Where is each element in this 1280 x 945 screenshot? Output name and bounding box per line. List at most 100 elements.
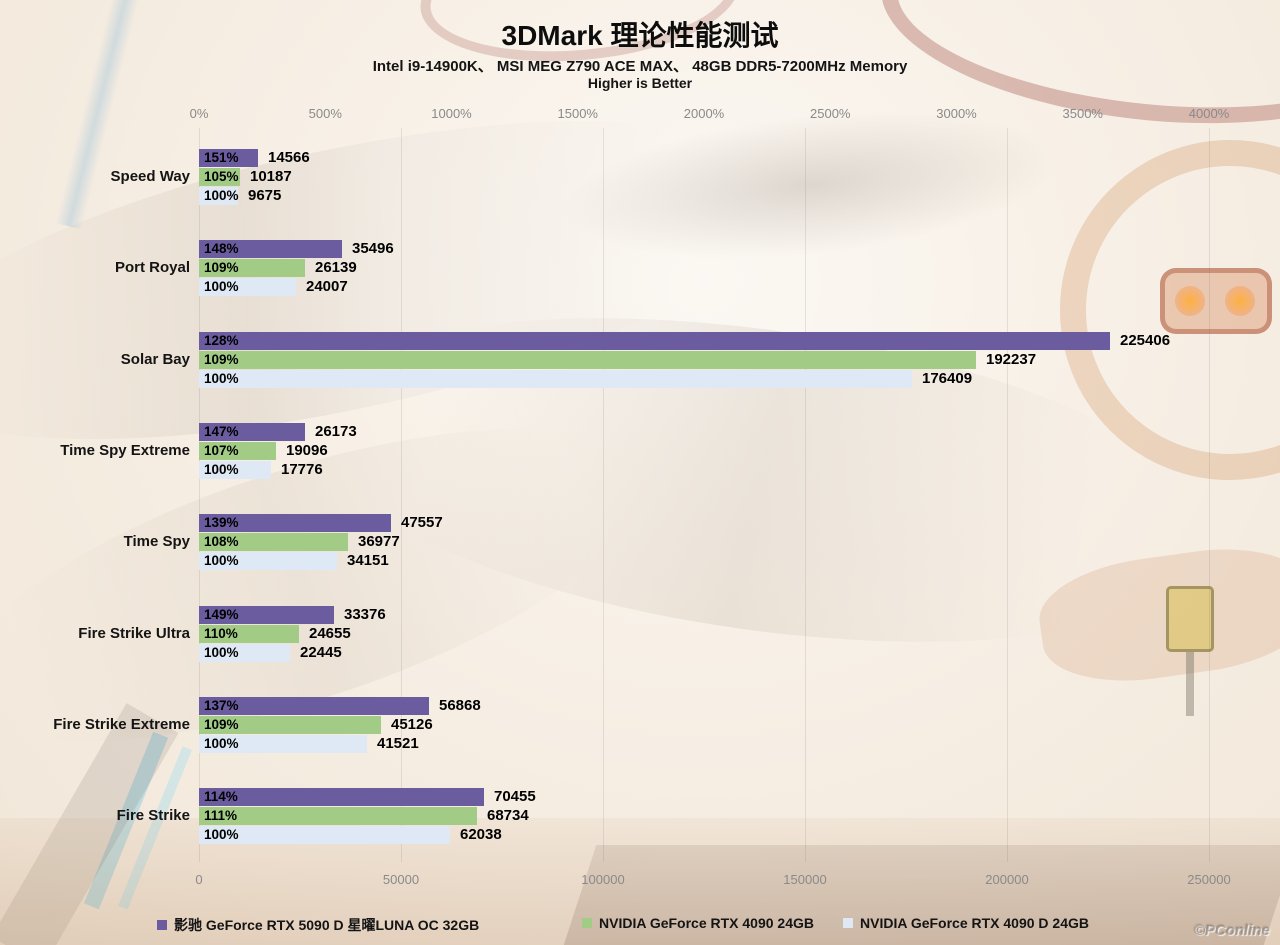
category-label: Port Royal [114,259,190,276]
percent-label: 100% [204,371,239,386]
percent-label: 139% [204,515,239,530]
legend-swatch [843,918,853,928]
percent-label: 107% [204,443,239,458]
axis-top-tick: 3000% [936,106,977,121]
percent-label: 148% [204,241,239,256]
bar-time-spy-s2: 100% [199,552,337,570]
percent-label: 100% [204,645,239,660]
bar-time-spy-extreme-s1: 107% [199,442,276,460]
value-label: 56868 [439,697,481,714]
value-label: 35496 [352,240,394,257]
axis-top-tick: 1000% [431,106,472,121]
gridline [603,128,604,862]
percent-label: 105% [204,169,239,184]
bar-solar-bay-s1: 109% [199,351,976,369]
axis-top-tick: 4000% [1188,106,1230,121]
bar-port-royal-s2: 100% [199,278,296,296]
value-label: 9675 [248,187,282,204]
percent-label: 100% [204,827,239,842]
axis-top-tick: 1500% [557,106,598,121]
value-label: 41521 [377,735,419,752]
bar-speed-way-s0: 151% [199,149,258,167]
category-label: Speed Way [110,168,190,185]
percent-label: 100% [204,736,239,751]
bar-port-royal-s1: 109% [199,259,305,277]
legend-entry: NVIDIA GeForce RTX 4090 24GB [582,915,814,931]
value-label: 34151 [347,552,389,569]
percent-label: 149% [204,607,239,622]
value-label: 62038 [460,826,502,843]
percent-label: 114% [204,789,238,804]
watermark: ©PConline [1193,922,1270,939]
bar-fire-strike-ultra-s1: 110% [199,625,299,643]
bar-time-spy-extreme-s0: 147% [199,423,305,441]
value-label: 22445 [300,644,342,661]
value-label: 17776 [281,461,323,478]
bar-fire-strike-s0: 114% [199,788,484,806]
bar-fire-strike-ultra-s0: 149% [199,606,334,624]
value-label: 24655 [309,625,351,642]
percent-label: 110% [204,626,238,641]
bar-fire-strike-extreme-s2: 100% [199,735,367,753]
value-label: 26139 [315,259,357,276]
percent-label: 111% [204,808,238,823]
axis-top-tick: 2000% [683,106,725,121]
bar-fire-strike-s1: 111% [199,807,477,825]
axis-bottom-tick: 0 [195,872,203,887]
percent-label: 109% [204,717,239,732]
axis-bottom-tick: 200000 [985,872,1029,887]
percent-label: 100% [204,279,239,294]
value-label: 176409 [922,370,973,387]
bar-port-royal-s0: 148% [199,240,342,258]
axis-bottom-tick: 150000 [783,872,827,887]
category-label: Solar Bay [120,351,190,368]
gridline [1007,128,1008,862]
value-label: 45126 [391,716,433,733]
legend-swatch [157,920,167,930]
percent-label: 137% [204,698,239,713]
percent-label: 109% [204,352,239,367]
percent-label: 109% [204,260,239,275]
legend-entry: NVIDIA GeForce RTX 4090 D 24GB [843,915,1089,931]
value-label: 24007 [306,278,348,295]
bar-fire-strike-s2: 100% [199,826,450,844]
percent-label: 100% [204,553,239,568]
chart-title: 3DMark 理论性能测试 [501,20,779,51]
axis-top-tick: 2500% [810,106,851,121]
bar-time-spy-s1: 108% [199,533,348,551]
axis-bottom-tick: 50000 [382,872,420,887]
bar-solar-bay-s0: 128% [199,332,1110,350]
value-label: 192237 [986,351,1037,368]
value-label: 26173 [315,423,357,440]
value-label: 68734 [487,807,529,824]
axis-top-tick: 500% [308,106,342,121]
percent-label: 100% [204,462,239,477]
value-label: 70455 [494,788,536,805]
gridline [1209,128,1210,862]
legend-entry: 影驰 GeForce RTX 5090 D 星曜LUNA OC 32GB [157,915,479,935]
value-label: 47557 [401,514,443,531]
chart-subtitle: Intel i9-14900K、 MSI MEG Z790 ACE MAX、 4… [372,58,908,75]
bar-time-spy-extreme-s2: 100% [199,461,271,479]
bar-fire-strike-ultra-s2: 100% [199,644,290,662]
legend-label: NVIDIA GeForce RTX 4090 D 24GB [860,915,1090,931]
category-label: Fire Strike Extreme [53,716,190,733]
category-label: Time Spy Extreme [60,442,190,459]
gridline [805,128,806,862]
percent-label: 147% [204,424,239,439]
legend-swatch [582,918,592,928]
axis-top-tick: 3500% [1062,106,1103,121]
value-label: 33376 [344,606,386,623]
chart-note: Higher is Better [587,75,693,91]
value-label: 10187 [250,168,292,185]
category-label: Fire Strike Ultra [78,625,190,642]
bar-speed-way-s2: 100% [199,187,239,205]
percent-label: 128% [204,333,239,348]
bar-speed-way-s1: 105% [199,168,240,186]
bar-fire-strike-extreme-s1: 109% [199,716,381,734]
value-label: 36977 [358,533,400,550]
value-label: 14566 [268,149,310,166]
axis-top-tick: 0% [189,106,209,121]
